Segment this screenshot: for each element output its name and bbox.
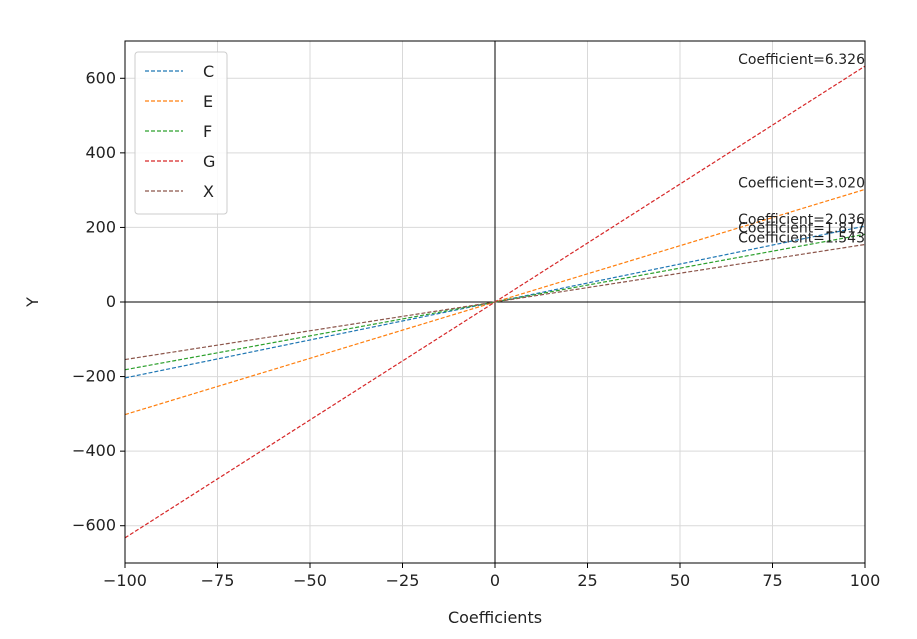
legend-label-g: G	[203, 152, 215, 171]
x-tick-label: −75	[201, 571, 235, 590]
y-axis-title: Y	[23, 297, 42, 308]
y-tick-label: 400	[85, 143, 116, 162]
x-tick-label: −100	[103, 571, 147, 590]
x-tick-label: 0	[490, 571, 500, 590]
y-tick-label: 200	[85, 217, 116, 236]
series-line-x	[124, 243, 866, 361]
x-axis-title: Coefficients	[448, 608, 542, 627]
legend-label-x: X	[203, 182, 214, 201]
y-axis-ticks: −600 −400 −200 0 200 400 600	[72, 68, 125, 535]
annotation-x: Coefficient=1.543	[738, 230, 865, 246]
x-tick-label: −50	[293, 571, 327, 590]
legend-label-e: E	[203, 92, 213, 111]
x-tick-label: 25	[577, 571, 597, 590]
legend-box	[134, 51, 228, 215]
y-tick-label: −600	[72, 516, 116, 535]
annotation-f: Coefficient=1.817	[738, 220, 865, 236]
annotation-e: Coefficient=3.020	[738, 175, 865, 191]
series-lines	[124, 65, 866, 539]
x-axis-ticks: −100 −75 −50 −25 0 25 50 75 100	[103, 563, 880, 590]
annotations: Coefficient=2.036 Coefficient=3.020 Coeffi…	[738, 52, 865, 246]
y-tick-label: 0	[106, 292, 116, 311]
y-tick-label: 600	[85, 68, 116, 87]
legend-label-c: C	[203, 62, 214, 81]
x-tick-label: 50	[670, 571, 690, 590]
x-tick-label: 100	[850, 571, 881, 590]
annotation-c: Coefficient=2.036	[738, 212, 865, 228]
x-tick-label: −25	[386, 571, 420, 590]
annotation-g: Coefficient=6.326	[738, 52, 865, 68]
x-tick-label: 75	[762, 571, 782, 590]
y-tick-label: −200	[72, 367, 116, 386]
y-tick-label: −400	[72, 441, 116, 460]
legend-label-f: F	[203, 122, 212, 141]
series-line-f	[124, 233, 866, 371]
